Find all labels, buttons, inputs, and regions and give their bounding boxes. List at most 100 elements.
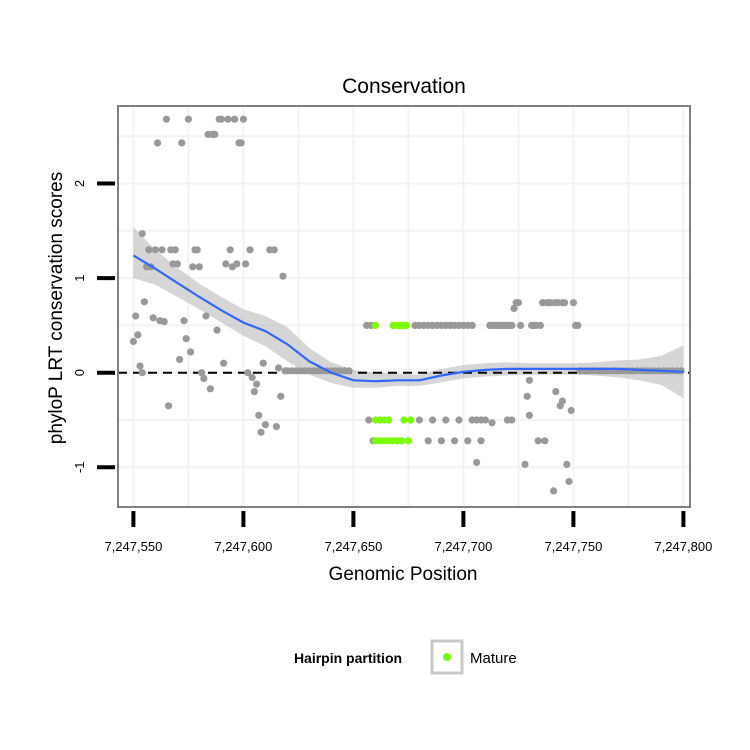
point-other xyxy=(279,272,287,280)
point-other xyxy=(481,416,489,424)
point-other xyxy=(525,411,534,419)
confidence-ribbon xyxy=(133,227,684,399)
point-other xyxy=(525,376,534,384)
x-tick-label: 7,247,800 xyxy=(654,539,712,554)
plot-border xyxy=(117,105,691,508)
x-tick-label: 7,247,550 xyxy=(104,539,162,554)
point-other xyxy=(468,321,476,329)
point-other xyxy=(132,312,140,320)
point-other xyxy=(415,416,423,424)
x-axis: 7,247,550 7,247,600 7,247,650 7,247,700 7,24… xyxy=(104,511,712,554)
y-tick-label: 1 xyxy=(72,275,87,282)
point-other xyxy=(477,437,485,445)
smooth-curve xyxy=(132,254,684,383)
point-other xyxy=(160,318,168,326)
point-other xyxy=(464,437,472,445)
chart-title: Conservation xyxy=(342,75,466,98)
point-other xyxy=(231,115,239,123)
point-other xyxy=(180,317,188,325)
point-other xyxy=(552,388,560,396)
point-other xyxy=(275,364,283,372)
y-axis-label: phyloP LRT conservation scores xyxy=(46,172,67,445)
point-other xyxy=(171,246,179,254)
point-other xyxy=(451,437,459,445)
point-other xyxy=(182,335,190,343)
point-other xyxy=(206,385,214,393)
point-other xyxy=(455,416,463,424)
point-other xyxy=(151,246,159,254)
point-other xyxy=(200,374,208,382)
y-tick-label: -1 xyxy=(72,461,87,473)
point-other xyxy=(272,423,280,431)
point-other xyxy=(277,392,285,400)
point-other xyxy=(261,421,269,429)
point-other xyxy=(510,304,518,312)
point-other xyxy=(270,246,278,254)
point-other xyxy=(437,437,445,445)
point-other xyxy=(246,246,254,254)
point-other xyxy=(222,260,230,268)
point-other xyxy=(561,299,569,307)
point-other xyxy=(233,260,241,268)
point-other xyxy=(193,246,201,254)
point-other xyxy=(178,139,186,147)
point-other xyxy=(158,246,166,254)
point-other xyxy=(244,369,252,377)
legend: Hairpin partition Mature xyxy=(294,639,517,675)
point-other xyxy=(136,362,144,370)
x-tick-label: 7,247,600 xyxy=(214,539,272,554)
smooth-line xyxy=(132,254,684,383)
point-other xyxy=(129,337,137,346)
point-other xyxy=(488,419,496,427)
point-other xyxy=(534,437,542,445)
point-other xyxy=(567,406,575,415)
point-other xyxy=(442,416,450,424)
legend-title: Hairpin partition xyxy=(294,650,402,666)
point-mature xyxy=(371,321,379,329)
point-other xyxy=(145,246,153,254)
point-other xyxy=(257,428,265,436)
legend-mature-swatch xyxy=(443,653,451,661)
point-other xyxy=(255,411,263,419)
point-other xyxy=(523,392,531,400)
x-axis-label: Genomic Position xyxy=(329,564,478,585)
y-tick-label: 0 xyxy=(72,369,87,376)
point-other xyxy=(250,388,258,396)
point-other xyxy=(517,321,525,329)
legend-mature-label: Mature xyxy=(470,650,517,667)
point-other xyxy=(237,139,245,147)
point-other xyxy=(202,312,210,320)
point-mature xyxy=(402,321,410,329)
point-other xyxy=(253,380,261,388)
point-other xyxy=(574,321,582,329)
point-other xyxy=(563,460,571,468)
point-mature xyxy=(407,416,415,424)
point-other xyxy=(162,115,170,123)
point-other xyxy=(536,321,545,329)
point-other xyxy=(224,115,232,123)
point-other xyxy=(508,321,516,329)
point-mature xyxy=(404,437,412,445)
x-tick-label: 7,247,700 xyxy=(434,539,492,554)
point-other xyxy=(248,373,256,381)
point-other xyxy=(424,437,432,445)
point-other xyxy=(259,359,267,367)
point-other xyxy=(521,460,529,468)
point-other xyxy=(154,139,162,147)
plot-frame xyxy=(117,105,691,508)
point-other xyxy=(508,416,516,424)
point-mature xyxy=(398,437,406,445)
point-other xyxy=(184,115,192,123)
point-other xyxy=(211,130,219,138)
point-mature xyxy=(400,416,408,424)
point-other xyxy=(195,263,203,271)
point-other xyxy=(429,416,437,424)
point-other xyxy=(220,359,228,367)
point-other xyxy=(550,487,558,495)
point-other xyxy=(217,115,225,123)
point-other xyxy=(213,326,221,334)
point-other xyxy=(365,416,373,424)
point-other xyxy=(165,402,173,410)
point-other xyxy=(226,246,234,254)
